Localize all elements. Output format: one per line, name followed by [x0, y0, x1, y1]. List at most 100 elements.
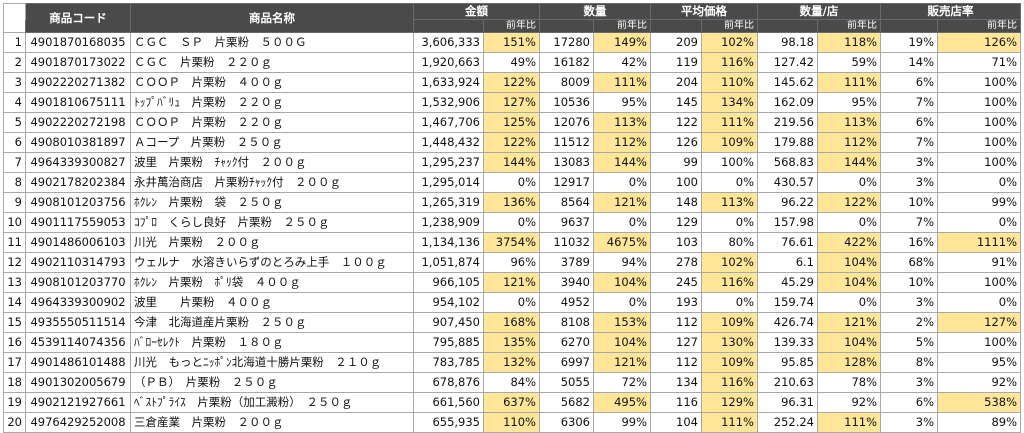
avg-price-yoy: 109% [701, 352, 758, 373]
quantity-value: 8564 [539, 192, 594, 213]
row-index: 6 [3, 132, 26, 153]
row-index: 17 [3, 352, 26, 373]
amount-yoy: 0% [483, 292, 540, 313]
quantity-yoy: 121% [593, 352, 651, 373]
avg-price-value: 127 [650, 332, 702, 353]
table-row: 7 4964339300827 波里 片栗粉 ﾁｬｯｸ付 ２００ｇ 1,295,237… [3, 152, 1022, 173]
amount-value: 1,265,319 [413, 192, 484, 213]
sales-store-rate-yoy: 100% [937, 72, 1022, 93]
qty-per-store-value: 139.33 [757, 332, 818, 353]
amount-value: 1,134,136 [413, 232, 484, 253]
avg-price-value: 193 [650, 292, 702, 313]
sales-store-rate-yoy: 91% [937, 252, 1022, 273]
quantity-value: 10536 [539, 92, 594, 113]
table-row: 17 4901486101488 川光 もっとﾆｯﾎﾟﾝ北海道十勝片栗粉 ２１０ｇ 7… [3, 352, 1022, 373]
product-code: 4976429252008 [25, 412, 131, 433]
amount-yoy: 49% [483, 52, 540, 73]
amount-value: 1,295,014 [413, 172, 484, 193]
amount-yoy: 0% [483, 212, 540, 233]
header-name: 商品名称 [130, 3, 414, 33]
header-avg-price-value [650, 19, 702, 33]
quantity-value: 5055 [539, 372, 594, 393]
row-index: 10 [3, 212, 26, 233]
amount-yoy: 132% [483, 352, 540, 373]
quantity-value: 12076 [539, 112, 594, 133]
quantity-value: 9637 [539, 212, 594, 233]
qty-per-store-value: 159.74 [757, 292, 818, 313]
product-name: 川光 片栗粉 ２００ｇ [130, 232, 414, 253]
qty-per-store-value: 98.18 [757, 32, 818, 53]
amount-yoy: 127% [483, 92, 540, 113]
qty-per-store-yoy: 422% [816, 232, 882, 253]
qty-per-store-value: 568.83 [757, 152, 818, 173]
quantity-yoy: 149% [593, 32, 651, 53]
sales-store-rate-yoy: 100% [937, 132, 1022, 153]
quantity-value: 3940 [539, 272, 594, 293]
avg-price-yoy: 111% [701, 412, 758, 433]
qty-per-store-value: 252.24 [757, 412, 818, 433]
qty-per-store-value: 96.31 [757, 392, 818, 413]
sales-store-rate-value: 7% [880, 212, 939, 233]
row-index: 20 [3, 412, 26, 433]
qty-per-store-value: 95.85 [757, 352, 818, 373]
avg-price-yoy: 0% [701, 172, 758, 193]
qty-per-store-yoy: 0% [816, 172, 882, 193]
header-index-sub [3, 19, 26, 33]
row-index: 5 [3, 112, 26, 133]
amount-value: 661,560 [413, 392, 484, 413]
quantity-yoy: 42% [593, 52, 651, 73]
row-index: 9 [3, 192, 26, 213]
avg-price-value: 104 [650, 412, 702, 433]
table-row: 4 4901810675111 ﾄｯﾌﾟﾊﾞﾘｭ 片栗粉 ２２０ｇ 1,532,906… [3, 92, 1022, 113]
amount-value: 966,105 [413, 272, 484, 293]
qty-per-store-yoy: 112% [816, 132, 882, 153]
qty-per-store-yoy: 104% [816, 252, 882, 273]
quantity-value: 3789 [539, 252, 594, 273]
sales-table-container: 商品コード 商品名称 金額 数量 平均価格 数量/店 販売店率 前年比 前年比 … [3, 3, 1022, 433]
header-quantity-yoy: 前年比 [593, 19, 651, 33]
quantity-value: 13083 [539, 152, 594, 173]
table-row: 9 4908101203756 ﾎｸﾚﾝ 片栗粉 袋 ２５０ｇ 1,265,319 13… [3, 192, 1022, 213]
header-qty-per-store-yoy: 前年比 [816, 19, 882, 33]
row-index: 15 [3, 312, 26, 333]
quantity-value: 6270 [539, 332, 594, 353]
sales-store-rate-value: 14% [880, 52, 939, 73]
quantity-value: 6997 [539, 352, 594, 373]
sales-store-rate-yoy: 92% [937, 372, 1022, 393]
avg-price-value: 129 [650, 212, 702, 233]
table-row: 12 4902110314793 ウェルナ 水溶きいらずのとろみ上手 １００ｇ 1,0… [3, 252, 1022, 273]
avg-price-yoy: 134% [701, 92, 758, 113]
product-name: 波里 片栗粉 ４００ｇ [130, 292, 414, 313]
header-sales-store-rate-yoy: 前年比 [937, 19, 1022, 33]
amount-value: 795,885 [413, 332, 484, 353]
row-index: 7 [3, 152, 26, 173]
quantity-yoy: 4675% [593, 232, 651, 253]
sales-store-rate-value: 10% [880, 272, 939, 293]
avg-price-yoy: 109% [701, 132, 758, 153]
avg-price-value: 100 [650, 172, 702, 193]
sales-store-rate-yoy: 0% [937, 172, 1022, 193]
sales-store-rate-yoy: 100% [937, 112, 1022, 133]
quantity-yoy: 144% [593, 152, 651, 173]
avg-price-yoy: 130% [701, 332, 758, 353]
sales-store-rate-value: 7% [880, 132, 939, 153]
amount-value: 907,450 [413, 312, 484, 333]
sales-store-rate-value: 16% [880, 232, 939, 253]
amount-yoy: 0% [483, 172, 540, 193]
row-index: 19 [3, 392, 26, 413]
sales-store-rate-yoy: 538% [937, 392, 1022, 413]
qty-per-store-value: 210.63 [757, 372, 818, 393]
amount-yoy: 122% [483, 72, 540, 93]
quantity-yoy: 153% [593, 312, 651, 333]
amount-value: 1,920,663 [413, 52, 484, 73]
qty-per-store-yoy: 113% [816, 112, 882, 133]
sales-store-rate-value: 2% [880, 312, 939, 333]
product-code: 4935550511514 [25, 312, 131, 333]
table-row: 16 4539114074356 ﾊﾞﾛｰｾﾚｸﾄ 片栗粉 １８０ｇ 795,885 1… [3, 332, 1022, 353]
sales-store-rate-value: 7% [880, 92, 939, 113]
header-sales-store-rate-value [880, 19, 939, 33]
sales-store-rate-yoy: 100% [937, 152, 1022, 173]
quantity-yoy: 121% [593, 192, 651, 213]
avg-price-yoy: 109% [701, 312, 758, 333]
header-index [3, 3, 26, 20]
